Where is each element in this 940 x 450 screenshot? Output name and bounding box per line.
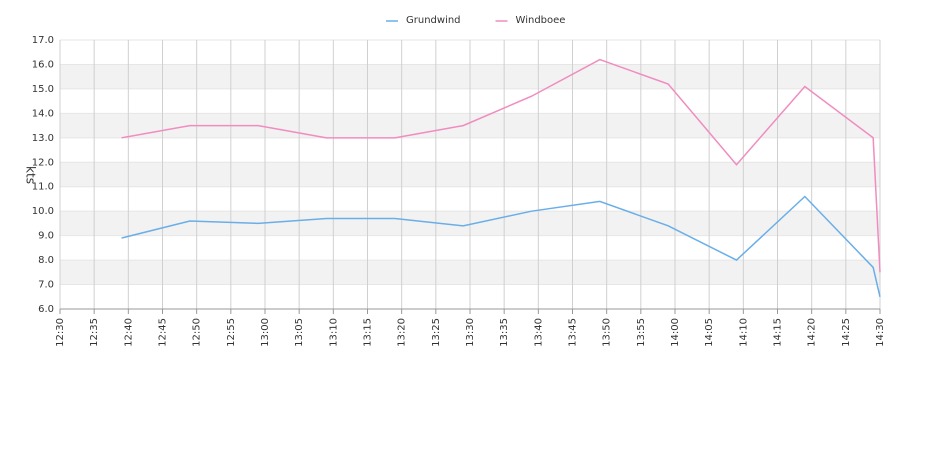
y-tick-label: 17.0 [32, 35, 54, 46]
y-tick-label: 12.0 [32, 157, 54, 168]
x-tick-label: 13:20 [397, 318, 408, 347]
y-tick-label: 9.0 [38, 231, 54, 242]
x-tick-label: 13:45 [568, 318, 579, 347]
x-tick-label: 13:05 [294, 318, 305, 347]
x-tick-label: 12:45 [158, 318, 169, 347]
y-tick-label: 15.0 [32, 84, 54, 95]
legend-item[interactable]: Grundwind [386, 15, 461, 26]
y-tick-label: 13.0 [32, 133, 54, 144]
x-tick-label: 13:35 [499, 318, 510, 347]
y-tick-label: 14.0 [32, 108, 54, 119]
series-line [121, 58, 881, 273]
x-tick-label: 13:40 [533, 318, 544, 347]
x-tick-label: 13:10 [328, 318, 339, 347]
x-tick-label: 14:20 [807, 318, 818, 347]
x-tick-label: 13:25 [431, 318, 442, 347]
x-tick-label: 13:30 [465, 318, 476, 347]
x-tick-label: 14:00 [670, 318, 681, 347]
x-tick-label: 14:15 [773, 318, 784, 347]
x-tick-label: 14:10 [738, 318, 749, 347]
x-tick-label: 12:35 [89, 318, 100, 347]
x-tick-label: 13:15 [363, 318, 374, 347]
legend-label: Windboee [516, 15, 566, 26]
x-tick-label: 13:00 [260, 318, 271, 347]
y-tick-label: 8.0 [38, 255, 54, 266]
y-tick-label: 16.0 [32, 59, 54, 70]
x-tick-label: 13:50 [602, 318, 613, 347]
y-tick-label: 7.0 [38, 280, 54, 291]
y-tick-label: 11.0 [32, 182, 54, 193]
y-axis-label: kts [24, 166, 38, 184]
series-line [121, 195, 881, 297]
x-tick-label: 12:55 [226, 318, 237, 347]
x-tick-label: 12:50 [192, 318, 203, 347]
legend-label: Grundwind [406, 15, 461, 26]
x-tick-label: 14:30 [875, 318, 886, 347]
x-tick-label: 12:30 [55, 318, 66, 347]
legend-item[interactable]: Windboee [495, 15, 566, 26]
y-tick-label: 6.0 [38, 304, 54, 315]
x-tick-label: 13:55 [636, 318, 647, 347]
x-tick-label: 14:25 [841, 318, 852, 347]
x-tick-label: 14:05 [704, 318, 715, 347]
x-tick-label: 12:40 [123, 318, 134, 347]
y-tick-label: 10.0 [32, 206, 54, 217]
